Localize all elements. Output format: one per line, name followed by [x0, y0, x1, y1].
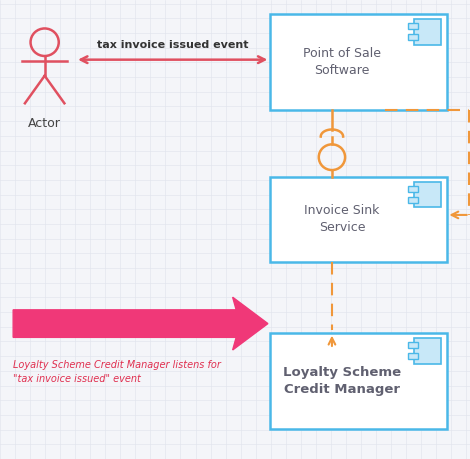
FancyBboxPatch shape	[414, 182, 441, 207]
Text: Actor: Actor	[28, 117, 61, 130]
FancyBboxPatch shape	[270, 177, 446, 262]
FancyBboxPatch shape	[408, 23, 418, 29]
FancyBboxPatch shape	[408, 342, 418, 348]
FancyArrow shape	[13, 297, 268, 350]
FancyBboxPatch shape	[414, 19, 441, 45]
Text: Invoice Sink
Service: Invoice Sink Service	[304, 204, 380, 234]
Text: tax invoice issued event: tax invoice issued event	[97, 39, 249, 50]
FancyBboxPatch shape	[408, 353, 418, 359]
FancyBboxPatch shape	[270, 333, 446, 429]
FancyBboxPatch shape	[270, 14, 446, 110]
Text: Point of Sale
Software: Point of Sale Software	[303, 47, 381, 77]
FancyBboxPatch shape	[408, 197, 418, 203]
Text: Loyalty Scheme Credit Manager listens for
"tax invoice issued" event: Loyalty Scheme Credit Manager listens fo…	[13, 360, 221, 384]
FancyBboxPatch shape	[408, 186, 418, 192]
Text: Loyalty Scheme
Credit Manager: Loyalty Scheme Credit Manager	[283, 366, 401, 396]
FancyBboxPatch shape	[414, 338, 441, 364]
FancyBboxPatch shape	[408, 34, 418, 40]
